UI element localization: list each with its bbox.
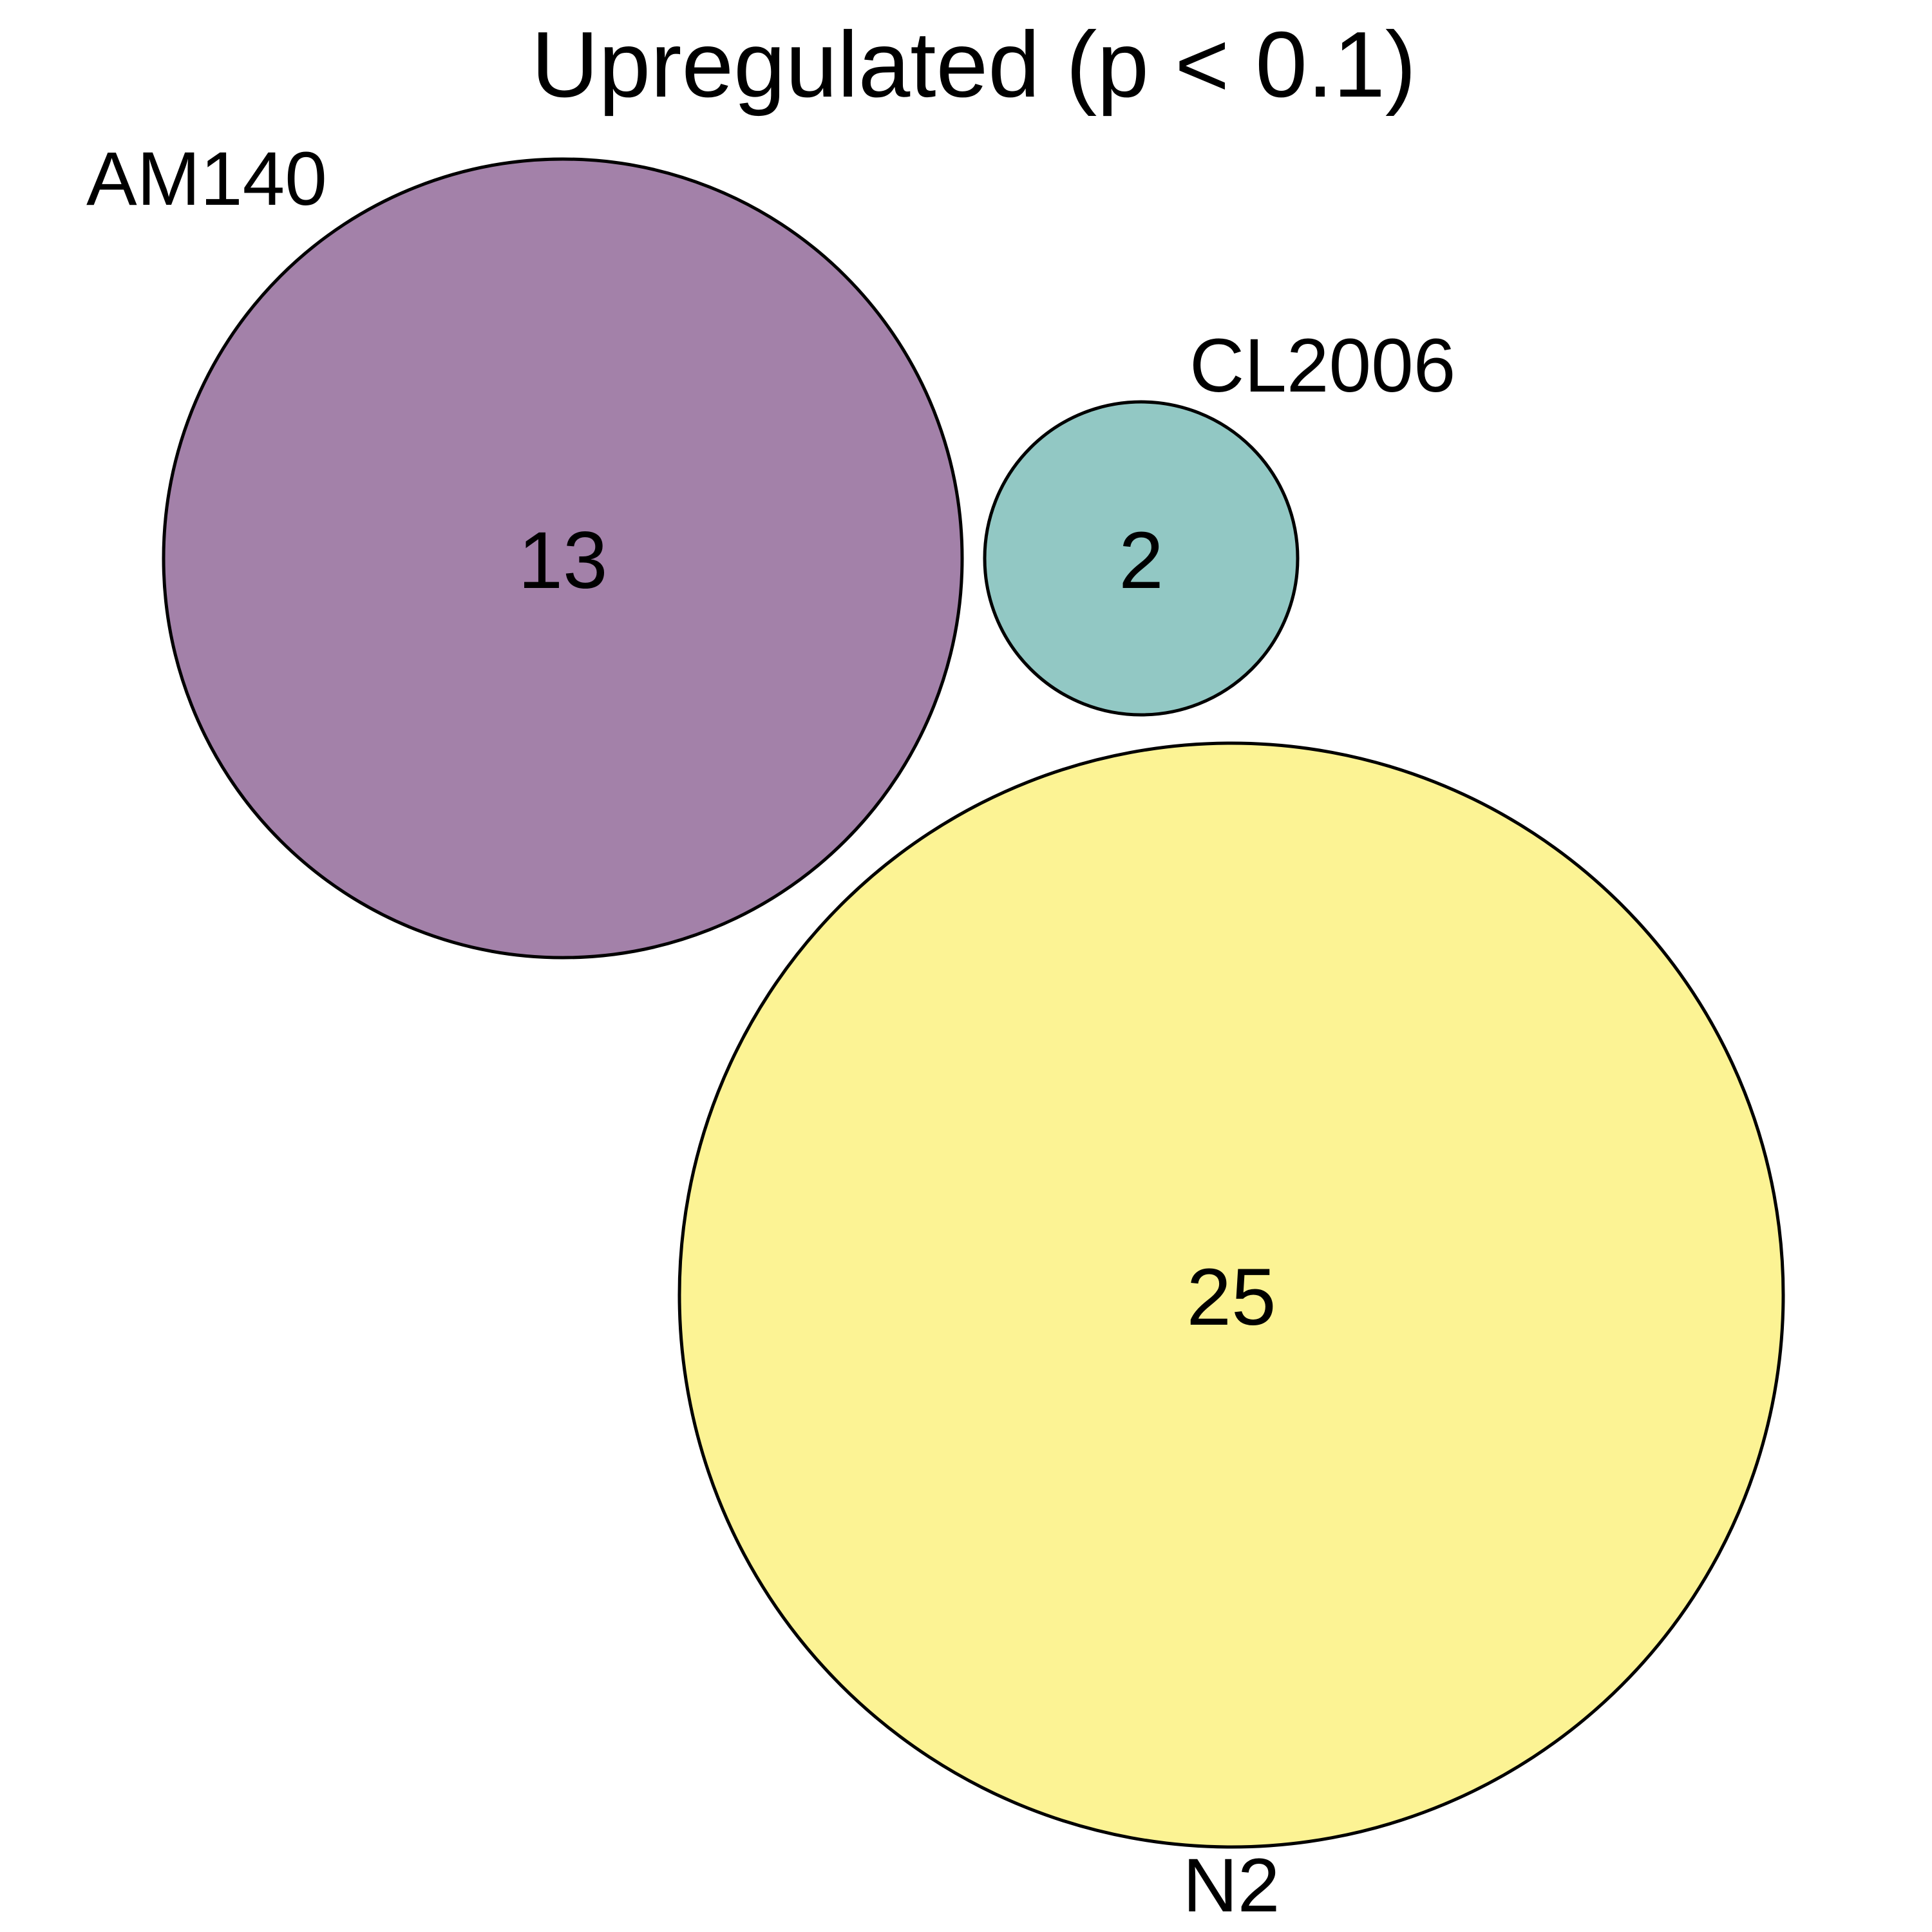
set-count-cl2006: 2	[1119, 516, 1164, 605]
diagram-title: Upregulated (p < 0.1)	[531, 12, 1416, 117]
set-circle-n2	[677, 741, 1785, 1849]
set-circle-am140	[162, 157, 964, 960]
set-label-cl2006: CL2006	[1189, 323, 1455, 408]
set-circle-cl2006	[983, 400, 1300, 717]
set-label-am140: AM140	[86, 137, 327, 222]
set-label-n2: N2	[1183, 1843, 1280, 1928]
set-count-n2: 25	[1186, 1253, 1276, 1342]
set-count-am140: 13	[518, 516, 607, 605]
